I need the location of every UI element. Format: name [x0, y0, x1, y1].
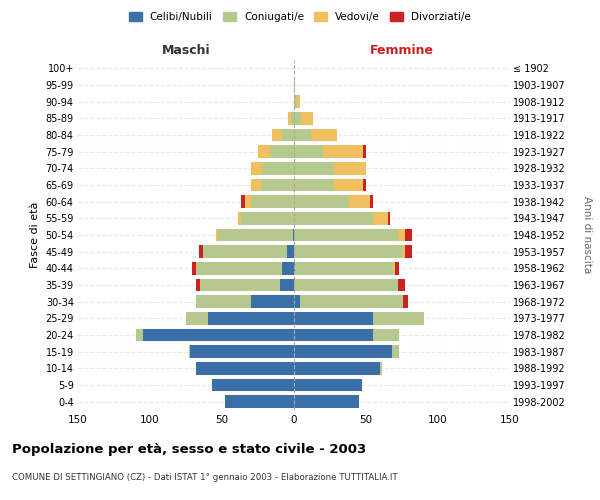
Bar [398, 229, 405, 241]
Bar [293, 229, 294, 241]
Bar [380, 362, 382, 374]
Text: Popolazione per età, sesso e stato civile - 2003: Popolazione per età, sesso e stato civil… [12, 442, 366, 456]
Bar [363, 146, 366, 158]
Bar [294, 396, 359, 408]
Bar [287, 246, 294, 258]
Bar [294, 246, 402, 258]
Bar [196, 262, 283, 274]
Bar [294, 196, 349, 208]
Bar [192, 262, 196, 274]
Bar [294, 229, 398, 241]
Bar [199, 246, 203, 258]
Bar [218, 229, 293, 241]
Bar [403, 296, 408, 308]
Legend: Celibi/Nubili, Coniugati/e, Vedovi/e, Divorziati/e: Celibi/Nubili, Coniugati/e, Vedovi/e, Di… [125, 8, 475, 26]
Bar [136, 329, 143, 341]
Bar [294, 162, 334, 174]
Bar [241, 212, 294, 224]
Bar [294, 179, 334, 192]
Text: Maschi: Maschi [161, 44, 211, 57]
Y-axis label: Fasce di età: Fasce di età [30, 202, 40, 268]
Bar [186, 312, 208, 324]
Bar [294, 96, 297, 108]
Bar [349, 196, 370, 208]
Bar [261, 179, 294, 192]
Bar [370, 196, 373, 208]
Bar [334, 179, 363, 192]
Bar [245, 196, 251, 208]
Bar [294, 79, 295, 92]
Bar [405, 229, 412, 241]
Bar [258, 146, 269, 158]
Bar [251, 162, 262, 174]
Bar [251, 196, 294, 208]
Bar [294, 379, 362, 391]
Text: COMUNE DI SETTINGIANO (CZ) - Dati ISTAT 1° gennaio 2003 - Elaborazione TUTTITALI: COMUNE DI SETTINGIANO (CZ) - Dati ISTAT … [12, 472, 398, 482]
Bar [283, 262, 294, 274]
Bar [294, 146, 323, 158]
Bar [388, 212, 391, 224]
Bar [394, 262, 395, 274]
Bar [395, 262, 399, 274]
Bar [291, 112, 294, 124]
Bar [189, 346, 190, 358]
Bar [288, 112, 291, 124]
Bar [203, 246, 287, 258]
Bar [294, 279, 398, 291]
Bar [294, 262, 295, 274]
Bar [334, 162, 366, 174]
Bar [294, 312, 373, 324]
Bar [311, 129, 337, 141]
Bar [251, 296, 294, 308]
Bar [283, 129, 294, 141]
Bar [363, 179, 366, 192]
Bar [373, 329, 399, 341]
Bar [269, 146, 294, 158]
Bar [196, 296, 251, 308]
Bar [196, 362, 294, 374]
Y-axis label: Anni di nascita: Anni di nascita [583, 196, 592, 274]
Bar [225, 396, 294, 408]
Bar [301, 112, 313, 124]
Bar [200, 279, 280, 291]
Bar [295, 262, 394, 274]
Bar [238, 212, 241, 224]
Bar [294, 329, 373, 341]
Bar [300, 296, 403, 308]
Bar [241, 196, 245, 208]
Bar [294, 129, 311, 141]
Bar [402, 246, 405, 258]
Bar [272, 129, 283, 141]
Bar [212, 379, 294, 391]
Text: Femmine: Femmine [370, 44, 434, 57]
Bar [294, 212, 373, 224]
Bar [373, 212, 388, 224]
Bar [262, 162, 294, 174]
Bar [392, 346, 399, 358]
Bar [294, 296, 300, 308]
Bar [190, 346, 294, 358]
Bar [208, 312, 294, 324]
Bar [297, 96, 300, 108]
Bar [251, 179, 261, 192]
Bar [373, 312, 424, 324]
Bar [323, 146, 363, 158]
Bar [196, 279, 200, 291]
Bar [405, 246, 412, 258]
Bar [280, 279, 294, 291]
Bar [216, 229, 218, 241]
Bar [294, 346, 392, 358]
Bar [143, 329, 294, 341]
Bar [294, 362, 380, 374]
Bar [398, 279, 405, 291]
Bar [294, 112, 301, 124]
